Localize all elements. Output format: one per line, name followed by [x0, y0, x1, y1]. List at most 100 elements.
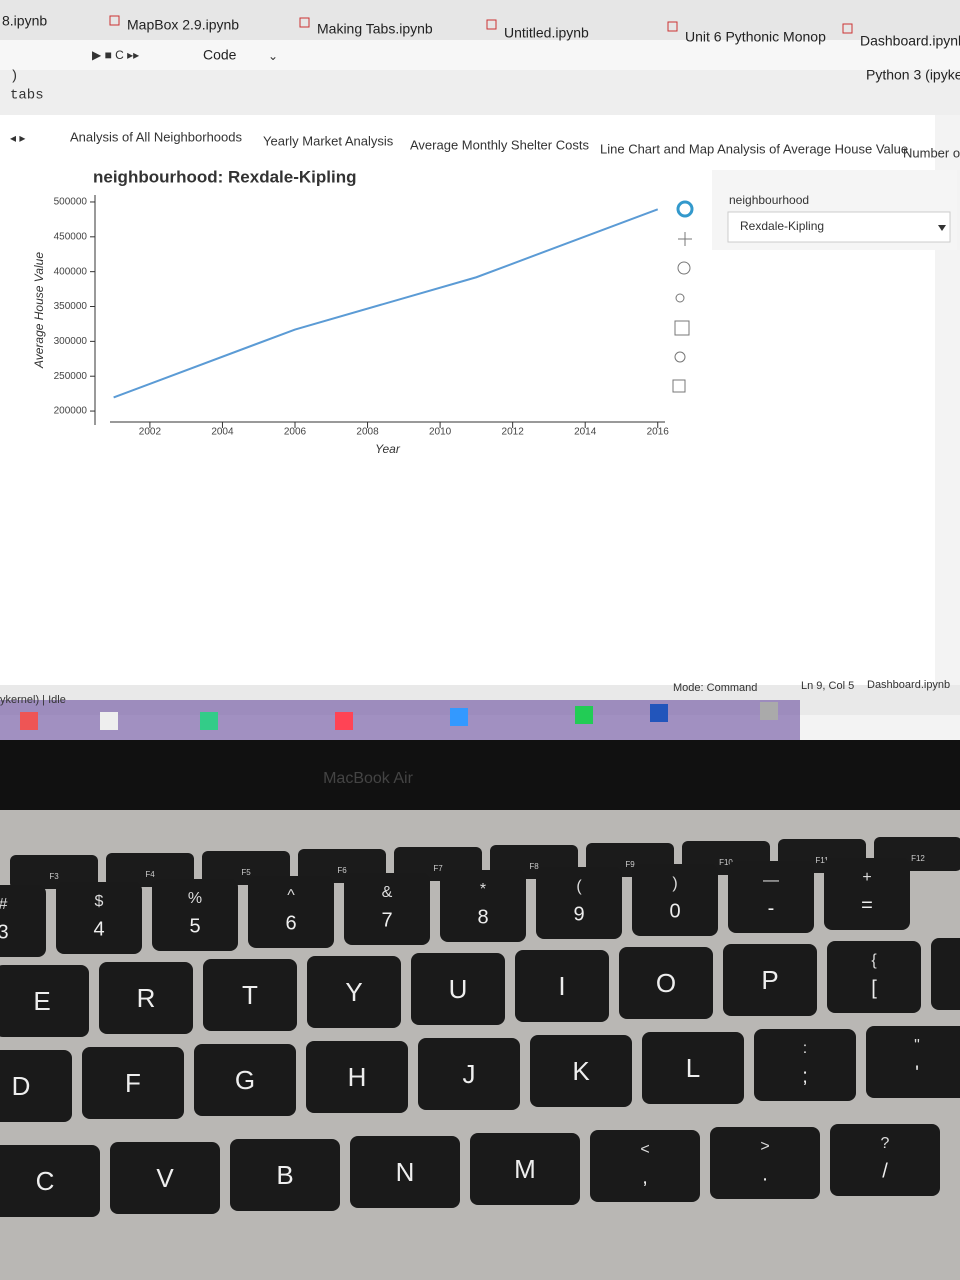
dock-icon[interactable]	[20, 712, 38, 730]
browser-tab[interactable]: Unit 6 Pythonic Monop	[685, 29, 826, 45]
key-label: ,	[642, 1166, 648, 1188]
hover-tool[interactable]	[672, 379, 686, 393]
dock-icon[interactable]	[760, 702, 778, 720]
dock-icon[interactable]	[100, 712, 118, 730]
output-tab[interactable]: Line Chart and Map Analysis of Average H…	[600, 141, 908, 156]
key[interactable]	[710, 1127, 820, 1199]
function-key-label: F10	[719, 858, 733, 867]
key[interactable]	[619, 947, 713, 1019]
key[interactable]	[230, 1139, 340, 1211]
function-key-label: F4	[145, 870, 155, 879]
tab-favicon	[109, 15, 120, 26]
reset-tool[interactable]	[674, 351, 686, 363]
key[interactable]	[470, 1133, 580, 1205]
widget-value[interactable]: Rexdale-Kipling	[740, 219, 824, 233]
key[interactable]	[411, 953, 505, 1025]
output-tab[interactable]: Yearly Market Analysis	[263, 133, 394, 148]
key[interactable]	[536, 867, 622, 939]
key-label: -	[768, 897, 775, 919]
key[interactable]	[440, 870, 526, 942]
key[interactable]	[824, 858, 910, 930]
tab-bar	[0, 0, 960, 40]
key[interactable]	[306, 1041, 408, 1113]
zoom-tool[interactable]	[677, 261, 691, 275]
key[interactable]	[203, 959, 297, 1031]
key-label: [	[871, 977, 877, 999]
key[interactable]	[307, 956, 401, 1028]
key[interactable]	[642, 1032, 744, 1104]
x-tick-label: 2008	[356, 427, 379, 438]
key-label: =	[861, 894, 873, 916]
key[interactable]	[931, 938, 960, 1010]
widget-label: neighbourhood	[729, 193, 809, 207]
dock-icon[interactable]	[200, 712, 218, 730]
key-shift-label: $	[95, 893, 104, 910]
key[interactable]	[723, 944, 817, 1016]
key[interactable]	[0, 885, 46, 957]
key-label: ;	[802, 1065, 808, 1087]
key[interactable]	[0, 965, 89, 1037]
key-label: 6	[285, 912, 296, 934]
key[interactable]	[754, 1029, 856, 1101]
key[interactable]	[248, 876, 334, 948]
cell-type[interactable]: Code	[203, 47, 237, 63]
function-key-label: F6	[337, 866, 347, 875]
save-tool[interactable]	[674, 320, 690, 336]
pan-tool[interactable]	[678, 232, 692, 246]
dock-icon[interactable]	[650, 704, 668, 722]
y-tick-label: 450000	[54, 231, 88, 242]
function-key[interactable]	[10, 855, 98, 889]
browser-tab[interactable]: Dashboard.ipynb	[860, 33, 960, 49]
key-label: .	[762, 1163, 768, 1185]
function-key[interactable]	[106, 853, 194, 887]
key-shift-label: &	[382, 884, 393, 901]
key[interactable]	[866, 1026, 960, 1098]
key[interactable]	[0, 1145, 100, 1217]
output-tab[interactable]: Number of	[903, 145, 960, 160]
key[interactable]	[0, 1050, 72, 1122]
key-label: 9	[573, 903, 584, 925]
key[interactable]	[344, 873, 430, 945]
tab-nav-arrows[interactable]: ◂ ▸	[10, 131, 25, 145]
dropdown-arrow	[938, 225, 946, 231]
key[interactable]	[194, 1044, 296, 1116]
dock-icon[interactable]	[575, 706, 593, 724]
y-tick-label: 250000	[54, 371, 88, 382]
key-shift-label: {	[871, 952, 877, 969]
key[interactable]	[110, 1142, 220, 1214]
key-label: 4	[93, 918, 104, 940]
x-tick-label: 2014	[574, 427, 597, 438]
key-label: 7	[381, 909, 392, 931]
key[interactable]	[632, 864, 718, 936]
dock-icon[interactable]	[450, 708, 468, 726]
key[interactable]	[827, 941, 921, 1013]
browser-tab[interactable]: Making Tabs.ipynb	[317, 21, 433, 37]
x-tick-label: 2010	[429, 427, 452, 438]
key[interactable]	[418, 1038, 520, 1110]
key[interactable]	[830, 1124, 940, 1196]
key[interactable]	[530, 1035, 632, 1107]
key-shift-label: *	[480, 881, 486, 898]
browser-tab[interactable]: MapBox 2.9.ipynb	[127, 17, 239, 33]
key[interactable]	[152, 879, 238, 951]
browser-tab[interactable]: Untitled.ipynb	[504, 25, 589, 41]
dropdown[interactable]	[727, 211, 951, 243]
key-shift-label: %	[188, 890, 202, 907]
key[interactable]	[728, 861, 814, 933]
output-tab[interactable]: Average Monthly Shelter Costs	[410, 137, 589, 152]
y-axis-label: Average House Value	[32, 252, 46, 369]
output-tab[interactable]: Analysis of All Neighborhoods	[70, 129, 242, 144]
key[interactable]	[82, 1047, 184, 1119]
key[interactable]	[515, 950, 609, 1022]
dock-icon[interactable]	[335, 712, 353, 730]
key[interactable]	[99, 962, 193, 1034]
key-label: 3	[0, 921, 9, 943]
bezel	[0, 740, 960, 810]
wheel-zoom-tool[interactable]	[675, 293, 685, 303]
browser-tab[interactable]: 8.ipynb	[2, 13, 47, 29]
key[interactable]	[350, 1136, 460, 1208]
key-shift-label: #	[0, 896, 8, 913]
key[interactable]	[56, 882, 142, 954]
key[interactable]	[590, 1130, 700, 1202]
